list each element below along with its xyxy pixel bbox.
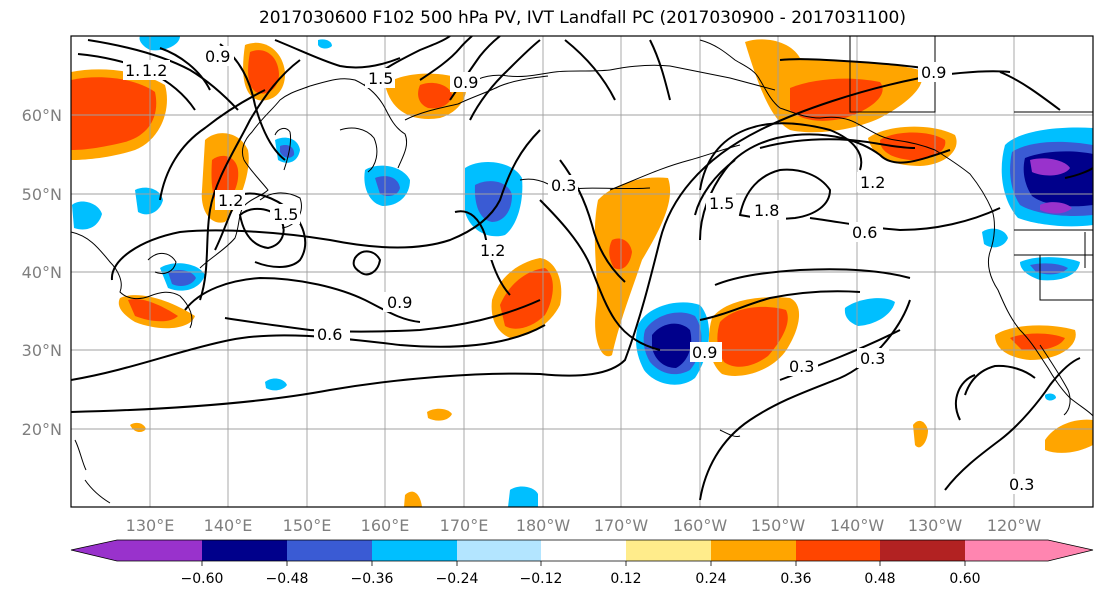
contour-label: 0.6 <box>852 223 877 242</box>
lon-label: 170°W <box>594 516 649 535</box>
anomaly-patch <box>385 73 467 119</box>
anomaly-patch <box>375 176 400 196</box>
lon-label: 160°E <box>361 516 410 535</box>
colorbar-segment <box>711 540 796 561</box>
contour-label: 1.5 <box>368 69 393 88</box>
contour-label: 0.3 <box>860 349 885 368</box>
colorbar-tick-label: 0.12 <box>610 571 641 587</box>
lat-label: 30°N <box>22 341 62 360</box>
contour-label-group: 1.8 1.5 0.9 1.2 1.5 1.8 1.5 1.2 0.9 1.2 … <box>123 46 1040 494</box>
colorbar-tick-label: 0.60 <box>949 571 980 587</box>
anomaly-patch <box>118 295 195 329</box>
lat-label: 60°N <box>22 106 62 125</box>
colorbar-extend-max <box>1048 540 1093 561</box>
contour-label: 0.9 <box>453 73 478 92</box>
colorbar-tick-label: −0.60 <box>181 571 224 587</box>
contour-label: 1.5 <box>273 205 298 224</box>
lon-label: 170°E <box>440 516 489 535</box>
lat-label: 50°N <box>22 185 62 204</box>
contour-label: 0.9 <box>692 343 717 362</box>
colorbar-segment <box>880 540 965 561</box>
anomaly-patch <box>318 39 332 49</box>
contour-label: 0.3 <box>551 176 576 195</box>
contour-label: 1.8 <box>754 201 779 220</box>
map-plot-area: 1.8 1.5 0.9 1.2 1.5 1.8 1.5 1.2 0.9 1.2 … <box>71 36 1093 507</box>
shaded-anomalies <box>71 36 1093 507</box>
anomaly-patch <box>708 297 800 376</box>
anomaly-patch <box>491 258 562 338</box>
colorbar-segment <box>796 540 880 561</box>
colorbar-segment <box>457 540 541 561</box>
anomaly-patch <box>1045 393 1056 401</box>
anomaly-patch <box>1045 419 1093 453</box>
anomaly-patch <box>265 378 287 391</box>
lon-label: 140°W <box>830 516 885 535</box>
colorbar-tick-label: 0.48 <box>864 571 895 587</box>
anomaly-patch <box>995 325 1076 360</box>
anomaly-patch <box>982 228 1008 248</box>
colorbar-tick-label: −0.48 <box>266 571 309 587</box>
colorbar-segment <box>287 540 372 561</box>
anomaly-patch <box>280 145 295 158</box>
colorbar-tick-label: 0.24 <box>695 571 726 587</box>
map-title: 2017030600 F102 500 hPa PV, IVT Landfall… <box>258 8 906 28</box>
contour-label: 1.5 <box>709 194 734 213</box>
anomaly-patch <box>1001 127 1093 227</box>
contour-label: 0.3 <box>789 357 814 376</box>
anomaly-patch <box>636 302 710 385</box>
contour-label: 1.2 <box>142 61 167 80</box>
contour-label: 0.3 <box>1009 475 1034 494</box>
colorbar-extend-min <box>71 540 117 561</box>
anomaly-patch <box>130 422 146 433</box>
colorbar-segment <box>372 540 457 561</box>
anomaly-patch <box>404 491 422 507</box>
lon-label: 150°W <box>751 516 806 535</box>
colorbar: −0.60 −0.48 −0.36 −0.24 −0.12 0.12 0.24 … <box>70 539 1094 587</box>
colorbar-tick-label: −0.36 <box>351 571 394 587</box>
contour-label: 0.9 <box>921 63 946 82</box>
contour-label: 1.2 <box>218 191 243 210</box>
colorbar-tick-label: −0.12 <box>520 571 563 587</box>
anomaly-patch <box>508 486 538 507</box>
lat-label: 20°N <box>22 420 62 439</box>
map-frame <box>70 35 1094 508</box>
lon-label: 120°W <box>987 516 1042 535</box>
pv-contours <box>71 36 1093 501</box>
anomaly-patch <box>913 420 928 448</box>
colorbar-segment <box>541 540 626 561</box>
contour-label: 0.9 <box>205 47 230 66</box>
anomaly-patch <box>168 270 196 286</box>
contour-label: 1.2 <box>480 241 505 260</box>
lat-label: 40°N <box>22 263 62 282</box>
lon-label: 140°E <box>204 516 253 535</box>
lon-label: 180°W <box>516 516 571 535</box>
colorbar-tick-label: 0.36 <box>780 571 811 587</box>
lat-axis: 60°N 50°N 40°N 30°N 20°N <box>22 106 62 439</box>
lon-label: 130°E <box>126 516 175 535</box>
lon-axis: 130°E 140°E 150°E 160°E 170°E 180°W 170°… <box>126 516 1042 535</box>
lon-label: 150°E <box>283 516 332 535</box>
colorbar-segment <box>626 540 711 561</box>
colorbar-segment <box>117 540 202 561</box>
contour-label: 0.6 <box>317 325 342 344</box>
contour-label: 0.9 <box>387 293 412 312</box>
lon-label: 130°W <box>908 516 963 535</box>
colorbar-tick-label: −0.24 <box>436 571 479 587</box>
colorbar-segment <box>202 540 287 561</box>
lon-label: 160°W <box>673 516 728 535</box>
anomaly-patch <box>72 201 102 230</box>
colorbar-segment <box>965 540 1048 561</box>
contour-label: 1.2 <box>860 173 885 192</box>
anomaly-patch <box>427 408 452 421</box>
